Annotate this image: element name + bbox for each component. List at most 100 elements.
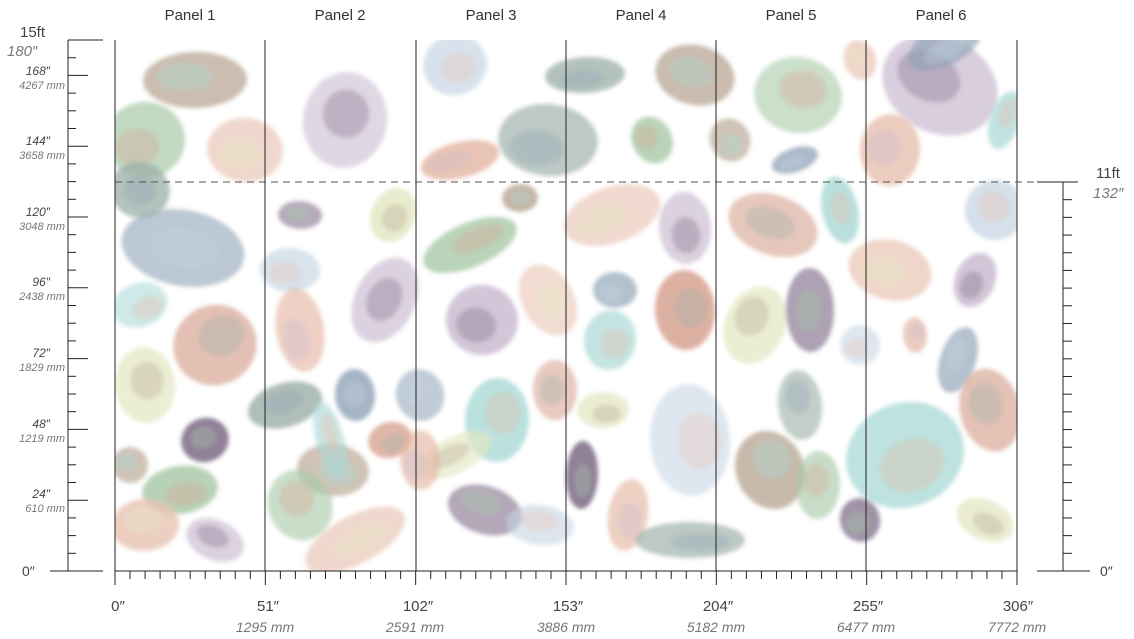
bottom-mark-in-306: 306″ xyxy=(1003,598,1034,615)
panel-dividers xyxy=(114,40,1018,571)
left-mark-in-168: 168″ xyxy=(26,64,51,78)
watercolor-blob-highlight xyxy=(618,502,641,539)
panel-titles: Panel 1 Panel 2 Panel 3 Panel 4 Panel 5 … xyxy=(165,7,967,24)
watercolor-blob-highlight xyxy=(263,390,304,415)
watercolor-blob-highlight xyxy=(268,261,302,284)
bottom-mark-in-102: 102″ xyxy=(403,598,434,615)
left-mark-in-72: 72″ xyxy=(32,346,50,360)
bottom-mark-mm-255: 6477 mm xyxy=(837,619,896,635)
left-mark-in-144: 144″ xyxy=(26,134,51,148)
watercolor-blob-highlight xyxy=(510,190,531,205)
watercolor-blob-highlight xyxy=(460,489,501,516)
watercolor-blob-highlight xyxy=(559,69,604,89)
panel-title-4: Panel 4 xyxy=(616,7,667,24)
watercolor-blob-highlight xyxy=(343,381,366,408)
watercolor-blob-highlight xyxy=(634,125,658,149)
panel-title-5: Panel 5 xyxy=(766,7,817,24)
watercolor-blob-highlight xyxy=(671,217,701,254)
watercolor-blob-highlight xyxy=(164,482,207,507)
watercolor-blob-highlight xyxy=(219,138,262,171)
left-height-scale: 15ft 180″ 0″ 168″ 4267 mm 144″ 3658 mm 1… xyxy=(7,24,103,579)
bottom-mark-in-255: 255″ xyxy=(853,598,884,615)
watercolor-blob-highlight xyxy=(795,289,823,332)
watercolor-blob-highlight xyxy=(124,506,163,533)
watercolor-blob-highlight xyxy=(845,512,868,535)
watercolor-blob-highlight xyxy=(745,206,795,240)
watercolor-blob-highlight xyxy=(428,150,472,172)
watercolor-blob-highlight xyxy=(669,56,713,88)
watercolor-blob-highlight xyxy=(151,228,219,268)
watercolor-blob-highlight xyxy=(845,338,868,359)
watercolor-blob-highlight xyxy=(804,463,829,498)
watercolor-blob-highlight xyxy=(382,204,408,232)
watercolor-blob-highlight xyxy=(366,278,403,321)
watercolor-blob-highlight xyxy=(721,133,744,156)
watercolor-blob-highlight xyxy=(286,206,311,221)
watercolor-blob-highlight xyxy=(130,361,164,400)
right-scale-zero: 0″ xyxy=(1100,563,1113,579)
bottom-mark-in-153: 153″ xyxy=(553,598,584,615)
left-scale-top-inches: 180″ xyxy=(7,43,38,60)
watercolor-pattern xyxy=(115,40,1017,571)
watercolor-blob-highlight xyxy=(124,176,157,205)
left-scale-ticks xyxy=(68,57,88,554)
left-mark-in-24: 24″ xyxy=(31,487,50,501)
watercolor-blob-highlight xyxy=(977,191,1011,222)
watercolor-blob-highlight xyxy=(190,426,217,449)
watercolor-blob-highlight xyxy=(399,377,427,404)
watercolor-blob-highlight xyxy=(456,307,497,343)
bottom-mark-mm-102: 2591 mm xyxy=(385,619,445,635)
watercolor-blob-highlight xyxy=(600,328,630,359)
watercolor-blob-highlight xyxy=(116,452,137,471)
watercolor-blob-highlight xyxy=(677,412,722,469)
watercolor-blob-highlight xyxy=(670,532,731,551)
watercolor-blob-highlight xyxy=(734,296,769,336)
watercolor-blob-highlight xyxy=(332,521,388,557)
left-mark-in-120: 120″ xyxy=(26,205,51,219)
left-mark-mm-144: 3658 mm xyxy=(19,150,65,162)
watercolor-blob-highlight xyxy=(867,129,901,166)
watercolor-blob-highlight xyxy=(848,46,867,66)
panel-title-3: Panel 3 xyxy=(466,7,517,24)
left-mark-mm-72: 1829 mm xyxy=(19,362,65,374)
right-scale-ft-label: 11ft xyxy=(1096,165,1121,182)
watercolor-blob-highlight xyxy=(879,438,945,493)
watercolor-blob-highlight xyxy=(322,89,370,138)
watercolor-blob-highlight xyxy=(132,296,163,320)
watercolor-blob-highlight xyxy=(778,70,827,109)
left-mark-mm-120: 3048 mm xyxy=(19,221,65,233)
bottom-mark-mm-51: 1295 mm xyxy=(236,619,295,635)
watercolor-blob-highlight xyxy=(520,510,558,532)
watercolor-blob-highlight xyxy=(278,480,315,517)
watercolor-blob-highlight xyxy=(198,315,245,357)
watercolor-blob-highlight xyxy=(156,62,214,91)
left-mark-in-96: 96″ xyxy=(32,275,50,289)
watercolor-blob-highlight xyxy=(282,318,310,361)
watercolor-blob-highlight xyxy=(924,40,965,65)
watercolor-blob-highlight xyxy=(382,433,407,453)
watercolor-blob-highlight xyxy=(196,524,229,548)
watercolor-blob-highlight xyxy=(574,204,628,237)
watercolor-blob-highlight xyxy=(574,463,592,498)
watercolor-blob-highlight xyxy=(115,128,160,167)
left-scale-ft-label: 15ft xyxy=(20,24,46,41)
watercolor-blob-highlight xyxy=(540,374,565,405)
watercolor-blob-highlight xyxy=(452,223,504,254)
bottom-mark-in-51: 51″ xyxy=(257,598,280,615)
watercolor-blob-highlight xyxy=(441,52,477,83)
left-mark-mm-24: 610 mm xyxy=(25,503,65,515)
left-mark-in-48: 48″ xyxy=(32,417,50,431)
bottom-mark-in-204: 204″ xyxy=(703,598,734,615)
watercolor-blob-highlight xyxy=(598,284,623,303)
left-mark-mm-96: 2438 mm xyxy=(18,291,65,303)
left-mark-mm-48: 1219 mm xyxy=(19,433,65,445)
watercolor-blob-highlight xyxy=(536,283,568,320)
watercolor-blob-highlight xyxy=(959,271,983,299)
watercolor-blob-highlight xyxy=(752,439,791,479)
watercolor-blob-highlight xyxy=(945,337,967,371)
bottom-mark-mm-204: 5182 mm xyxy=(687,619,746,635)
bottom-mark-mm-153: 3886 mm xyxy=(537,619,596,635)
watercolor-blob-highlight xyxy=(998,99,1017,129)
watercolor-blob-highlight xyxy=(830,191,851,225)
